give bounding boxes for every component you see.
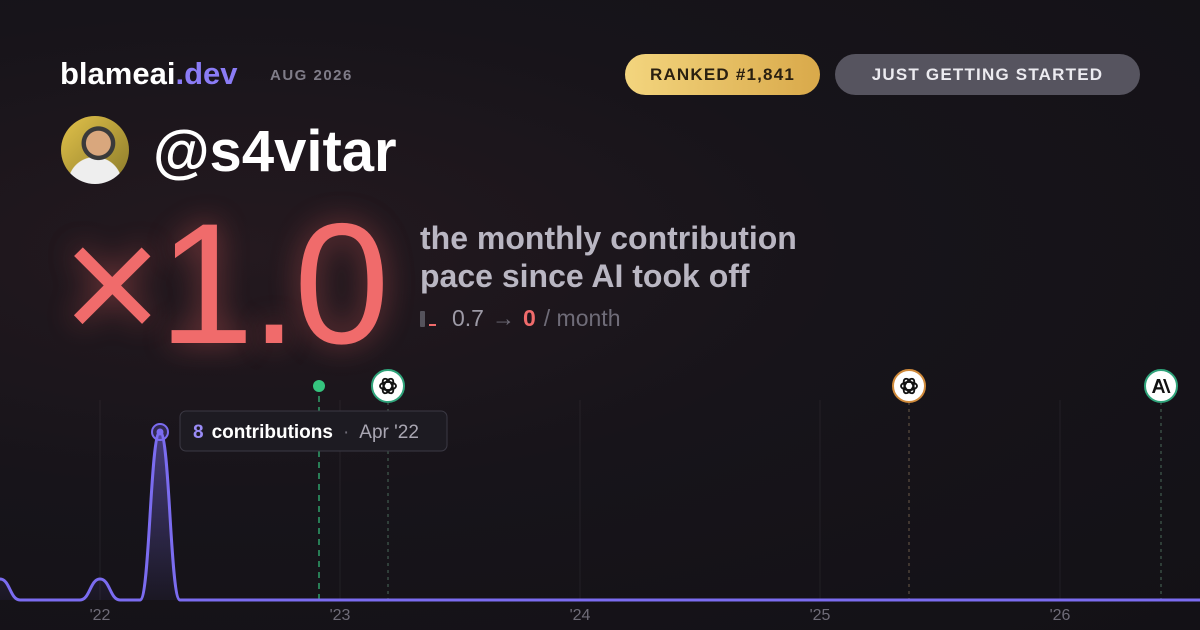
tooltip-value: 8 bbox=[193, 422, 204, 443]
icon bbox=[429, 324, 436, 326]
brand-name: blameai bbox=[60, 56, 176, 91]
openai-icon bbox=[892, 369, 926, 403]
tooltip-label: contributions bbox=[212, 422, 333, 443]
rank-badge: RANKED #1,841 bbox=[625, 54, 820, 95]
arrow: → bbox=[491, 305, 515, 331]
x-tick-label: '25 bbox=[810, 607, 831, 624]
x-tick-label: '23 bbox=[330, 607, 351, 624]
area bbox=[0, 432, 1200, 600]
description: the monthly contribution bbox=[420, 220, 797, 256]
line bbox=[0, 430, 1200, 602]
x-tick-label: '26 bbox=[1050, 607, 1071, 624]
tooltip-box bbox=[179, 410, 448, 452]
x-tick-label: '24 bbox=[570, 607, 591, 624]
icon bbox=[420, 311, 425, 327]
handle: @s4vitar bbox=[153, 119, 397, 184]
period: AUG 2026 bbox=[270, 67, 353, 84]
anthropic-icon bbox=[1144, 369, 1178, 403]
level-badge: JUST GETTING STARTED bbox=[835, 54, 1140, 95]
event-dot bbox=[313, 380, 325, 392]
pace-stats: 0.7 → 0 / month bbox=[420, 305, 621, 332]
peak-dot bbox=[156, 428, 164, 436]
events bbox=[313, 369, 1178, 600]
tooltip: 8 contributions · Apr '22 bbox=[179, 410, 448, 452]
tooltip-separator: · bbox=[343, 422, 349, 443]
avatar bbox=[61, 116, 129, 184]
tooltip-date: Apr '22 bbox=[359, 422, 419, 443]
openai-icon bbox=[371, 369, 405, 403]
brand-suffix: .dev bbox=[175, 56, 238, 91]
tooltip-text: 8 contributions · Apr '22 bbox=[193, 422, 419, 443]
unit: / month bbox=[543, 305, 621, 331]
before-value: 0.7 bbox=[452, 305, 484, 331]
multiplier: ×1.0 bbox=[62, 188, 390, 380]
brand: blameai.dev bbox=[60, 56, 237, 92]
x-tick-label: '22 bbox=[90, 607, 111, 624]
description: pace since AI took off bbox=[420, 258, 750, 294]
after-value: 0 bbox=[522, 305, 536, 331]
